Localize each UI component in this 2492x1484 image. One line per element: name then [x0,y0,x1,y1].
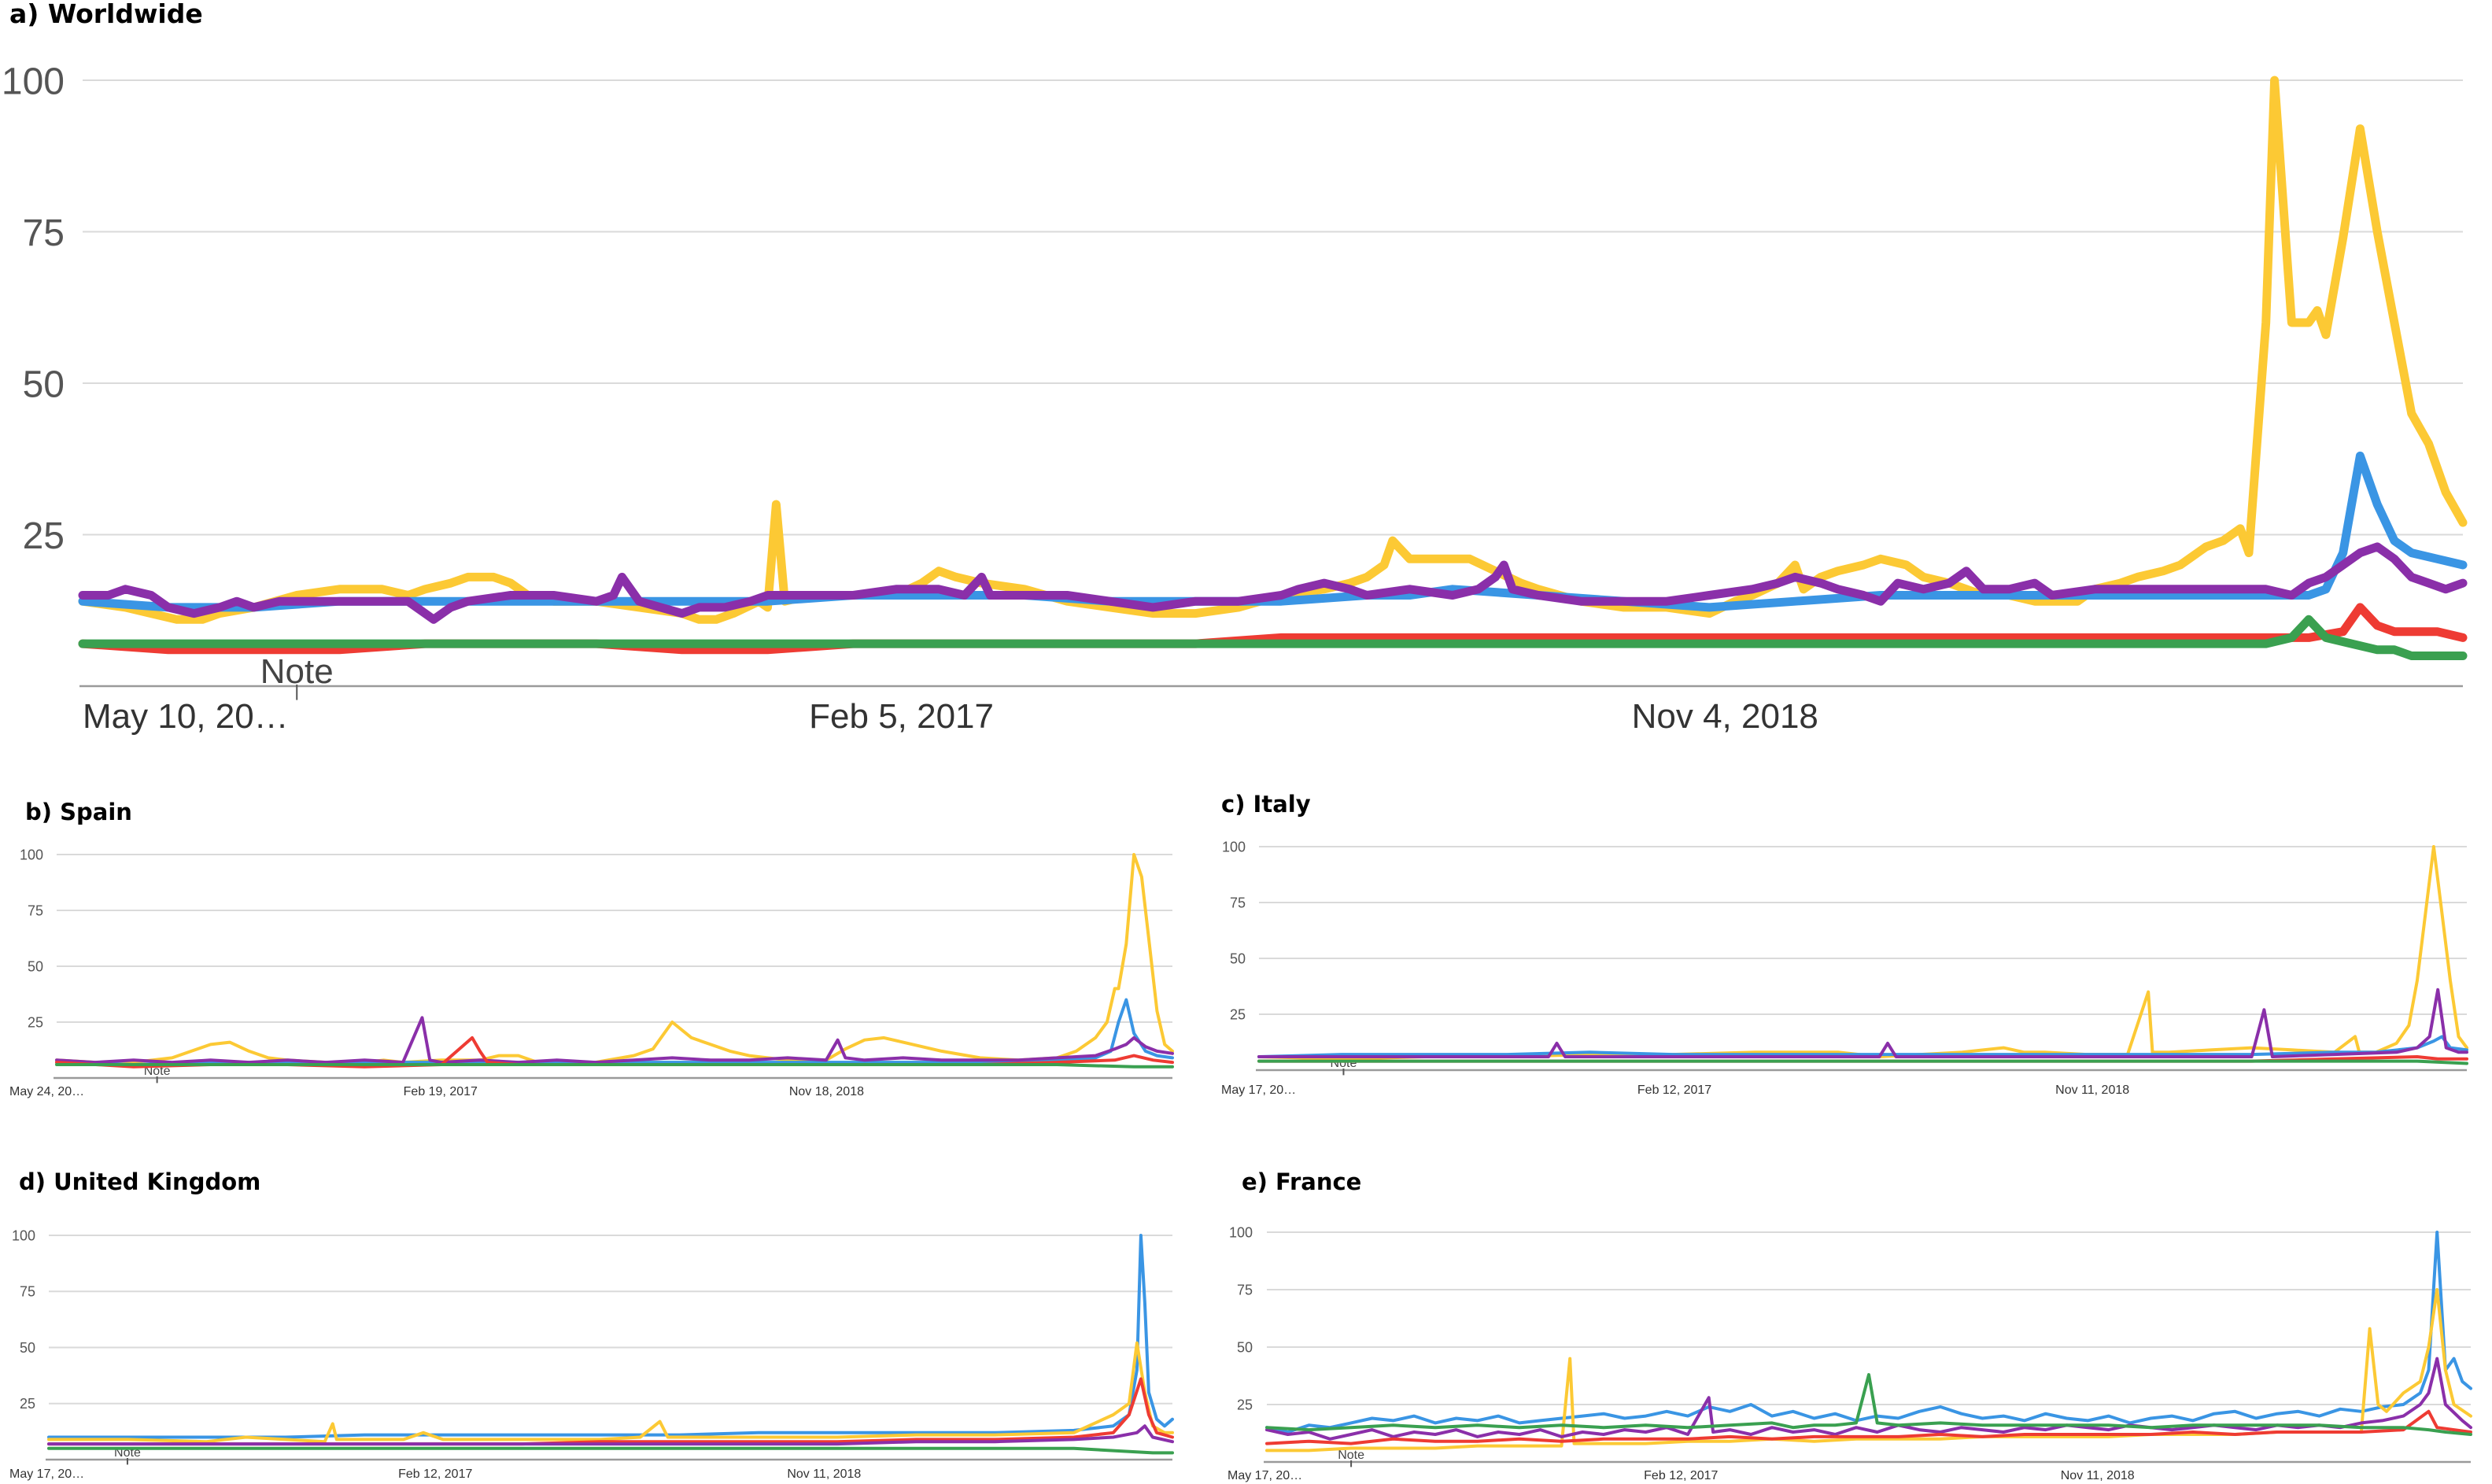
y-tick-label: 50 [23,364,65,405]
chart-panel-italy: c) Italy 100 75 50 25 May 17, 20… Feb 12, 201… [1212,787,2492,1117]
note-annotation: Note [260,652,334,691]
chart-title: e) France [1242,1168,1362,1195]
series-line-purple [1257,987,2468,1058]
x-tick-label: Feb 12, 2017 [1644,1469,1718,1482]
y-tick-label: 100 [1222,839,1246,855]
chart-svg: 100 75 50 25 May 24, 20… Feb 19, 2017 Nov 18, … [9,847,1174,1098]
y-tick-label: 75 [1237,1282,1253,1298]
chart-panel-uk: d) United Kingdom 100 75 50 25 May 17, 20… Fe… [0,1149,1188,1484]
x-tick-label: Feb 12, 2017 [1637,1083,1711,1097]
series-line-purple [78,542,2468,624]
y-tick-label: 50 [20,1340,35,1356]
x-tick-label: Nov 4, 2018 [1632,697,1818,736]
note-annotation: Note [1338,1449,1364,1462]
note-annotation: Note [144,1065,171,1078]
chart-panel-france: e) France 100 75 50 25 May 17, 20… Feb 12, 20… [1212,1149,2492,1484]
series-line-yellow [78,76,2468,624]
x-tick-label: May 17, 20… [1221,1083,1296,1097]
series-line-green [78,615,2468,660]
y-tick-label: 75 [23,212,65,254]
x-tick-label: Feb 12, 2017 [398,1467,472,1481]
y-tick-label: 75 [1230,895,1246,910]
x-tick-label: May 24, 20… [9,1085,84,1098]
y-tick-label: 50 [1237,1339,1253,1355]
x-tick-label: Nov 18, 2018 [789,1085,864,1098]
x-tick-label: May 17, 20… [9,1467,84,1481]
x-tick-label: Feb 5, 2017 [809,697,994,736]
series-line-blue [47,1234,1174,1439]
y-tick-label: 25 [23,515,65,557]
series-line-green [55,1063,1174,1069]
y-tick-label: 100 [2,61,65,102]
chart-svg: 100 75 50 25 May 10, 20… Feb 5, 2017 Nov 4, 20… [2,61,2468,736]
y-tick-label: 25 [28,1014,43,1030]
chart-panel-spain: b) Spain 100 75 50 25 May 24, 20… Feb 19, 201… [0,787,1188,1117]
y-tick-label: 25 [20,1396,35,1412]
y-tick-label: 75 [28,903,43,918]
y-tick-label: 100 [20,847,43,862]
x-tick-label: Nov 11, 2018 [2061,1469,2135,1482]
chart-title: c) Italy [1221,791,1311,818]
chart-title: a) Worldwide [9,0,203,29]
chart-title: d) United Kingdom [19,1168,261,1195]
series-line-purple [47,1424,1174,1446]
series-line-green [1265,1373,2472,1436]
y-tick-label: 75 [20,1284,35,1300]
x-tick-label: Nov 11, 2018 [787,1467,861,1481]
series-line-red [1265,1409,2472,1445]
series-line-blue [1265,1231,2472,1434]
series-line-blue [1257,1035,2468,1058]
chart-svg: 100 75 50 25 May 17, 20… Feb 12, 2017 Nov 11, … [9,1227,1174,1481]
y-tick-label: 100 [12,1227,35,1243]
x-tick-label: May 10, 20… [83,697,289,736]
x-tick-label: Nov 11, 2018 [2055,1083,2129,1097]
series-line-yellow [55,853,1174,1066]
y-tick-label: 100 [1229,1224,1253,1240]
chart-panel-worldwide: a) Worldwide 100 75 50 25 May 10, 20… Feb 5, … [2,0,2468,736]
y-tick-label: 25 [1230,1006,1246,1022]
chart-svg: 100 75 50 25 May 17, 20… Feb 12, 2017 Nov 11, … [1221,839,2468,1097]
y-tick-label: 50 [1230,951,1246,966]
chart-title: b) Spain [25,799,132,825]
y-tick-label: 25 [1237,1397,1253,1412]
x-tick-label: May 17, 20… [1228,1469,1302,1482]
series-line-yellow [47,1341,1174,1444]
series-line-blue [55,998,1174,1066]
series-line-purple [55,1016,1174,1065]
series-line-green [1257,1059,2468,1065]
series-line-green [47,1446,1174,1455]
x-tick-label: Feb 19, 2017 [404,1085,478,1098]
series-line-yellow [1257,845,2468,1061]
y-tick-label: 50 [28,958,43,974]
chart-svg: 100 75 50 25 May 17, 20… Feb 12, 2017 Nov 11, … [1228,1224,2472,1482]
